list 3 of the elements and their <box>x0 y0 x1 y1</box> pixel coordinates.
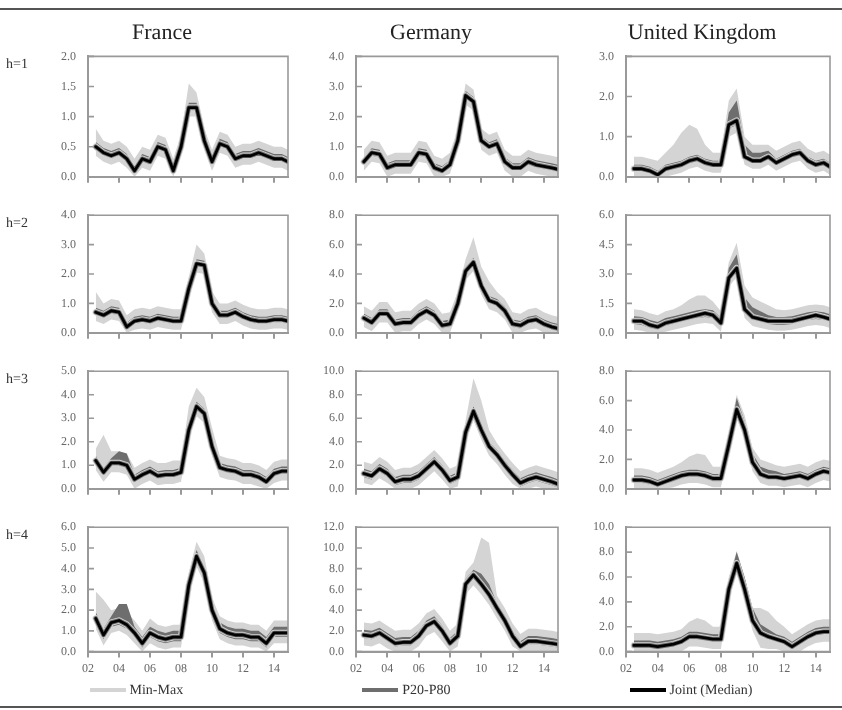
chart-title: United Kingdom <box>627 20 778 45</box>
chart-title: Germany <box>390 20 473 45</box>
chart-title: France <box>132 20 193 45</box>
